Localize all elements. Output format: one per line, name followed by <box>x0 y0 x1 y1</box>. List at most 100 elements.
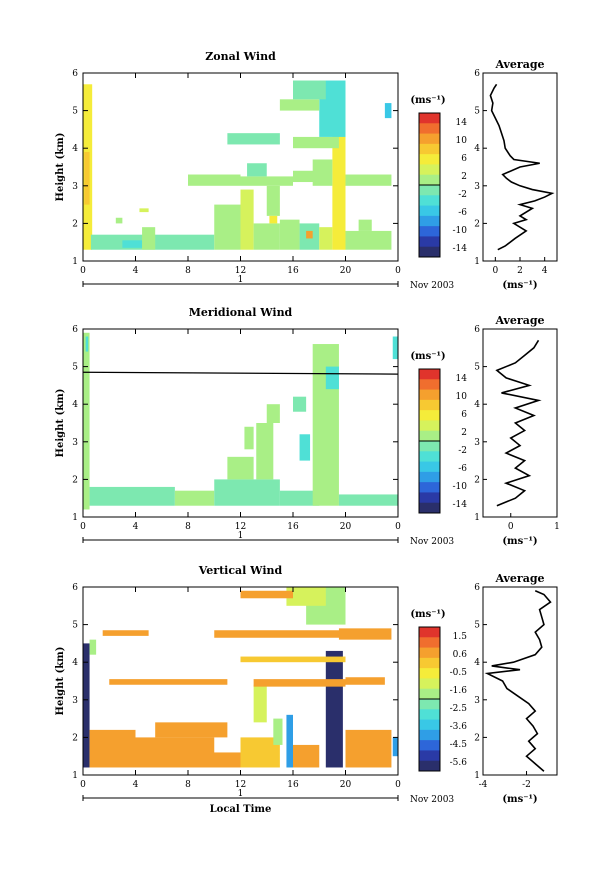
heatmap-cell <box>286 587 326 606</box>
heatmap-cell <box>115 217 123 224</box>
heatmap-cell <box>96 737 215 757</box>
profile-y-tick-label: 2 <box>474 733 480 743</box>
profile-y-tick-label: 5 <box>474 621 480 631</box>
colorbar-swatch <box>419 729 440 741</box>
profile-y-tick-label: 1 <box>474 257 480 267</box>
heatmap-cell <box>247 163 267 177</box>
heatmap-cell <box>273 718 283 745</box>
colorbar-tick-label: -14 <box>453 244 468 254</box>
heatmap-cell <box>293 136 339 149</box>
colorbar-swatch <box>419 637 440 649</box>
y-tick-label: 6 <box>72 69 78 79</box>
profile-line <box>489 83 555 251</box>
heatmap-cell <box>286 714 293 768</box>
date-label: 1 <box>238 531 244 541</box>
colorbar-tick-label: 1.5 <box>453 632 468 642</box>
x-axis-label: Local Time <box>210 804 272 815</box>
colorbar-tick-label: -2.5 <box>450 704 468 714</box>
heatmap-cell <box>227 133 280 145</box>
contour-line <box>82 371 399 375</box>
profile-y-tick-label: 5 <box>474 363 480 373</box>
chart-title: Vertical Wind <box>198 564 283 577</box>
colorbar-tick-label: 0.6 <box>453 650 468 660</box>
colorbar-swatch <box>419 185 440 196</box>
colorbar-swatch <box>419 657 440 669</box>
y-tick-label: 1 <box>72 513 78 523</box>
heatmap-cell <box>293 80 326 100</box>
colorbar-swatch <box>419 502 440 514</box>
x-tick-label: 12 <box>235 266 246 276</box>
heatmap-cell <box>122 240 143 248</box>
colorbar-tick-label: 2 <box>461 428 467 438</box>
x-tick-label: 0 <box>395 522 401 532</box>
x-tick-label: 8 <box>185 266 191 276</box>
colorbar-tick-label: 14 <box>456 374 468 384</box>
heatmap-cell <box>253 223 280 250</box>
colorbar-swatch <box>419 123 440 135</box>
y-tick-label: 6 <box>72 325 78 335</box>
colorbar-swatch <box>419 647 440 659</box>
colorbar-swatch <box>419 154 440 165</box>
y-tick-label: 4 <box>72 400 78 410</box>
profile-x-axis-label: (ms⁻¹) <box>502 794 537 805</box>
colorbar-unit: (ms⁻¹) <box>410 609 445 620</box>
heatmap-cell <box>102 630 149 636</box>
y-tick-label: 5 <box>72 107 78 117</box>
colorbar-swatch <box>419 699 440 710</box>
heatmap-cell <box>83 643 90 768</box>
colorbar-swatch <box>419 441 440 452</box>
colorbar-swatch <box>419 174 440 186</box>
y-tick-label: 2 <box>72 475 78 485</box>
y-tick-label: 4 <box>72 658 78 668</box>
x-tick-label: 0 <box>395 780 401 790</box>
heatmap-cell <box>345 677 385 685</box>
heatmap-cell <box>279 490 320 506</box>
date-label: 1 <box>238 275 244 285</box>
x-tick-label: 12 <box>235 780 246 790</box>
profile-x-axis-label: (ms⁻¹) <box>502 280 537 291</box>
profile-line <box>484 590 552 772</box>
colorbar-swatch <box>419 205 440 217</box>
colorbar-swatch <box>419 678 440 690</box>
heatmap-cells <box>83 587 398 768</box>
colorbar-swatch <box>419 133 440 145</box>
profile-y-tick-label: 5 <box>474 107 480 117</box>
heatmap-cell <box>83 332 90 510</box>
heatmap-cell <box>240 656 346 663</box>
y-tick-label: 1 <box>72 257 78 267</box>
colorbar-tick-label: 10 <box>456 136 468 146</box>
colorbar-tick-label: 10 <box>456 392 468 402</box>
heatmap-cell <box>312 159 333 186</box>
x-tick-label: 20 <box>340 780 352 790</box>
heatmap-cell <box>214 479 280 506</box>
colorbar-tick-label: -0.5 <box>450 668 468 678</box>
x-tick-label: 16 <box>287 780 299 790</box>
heatmap-cell <box>253 679 346 687</box>
colorbar-tick-label: -2 <box>458 446 467 456</box>
heatmap-cell <box>85 336 89 352</box>
y-tick-label: 2 <box>72 733 78 743</box>
colorbar-swatch <box>419 399 440 411</box>
x-tick-label: 12 <box>235 522 246 532</box>
heatmap-cell <box>214 204 241 250</box>
profile-x-tick-label: 0 <box>492 266 498 276</box>
colorbar-swatch <box>419 246 440 258</box>
heatmap-cell <box>338 494 398 506</box>
colorbar-tick-label: -1.6 <box>450 686 468 696</box>
colorbar-swatch <box>419 719 440 731</box>
chart-title: Zonal Wind <box>205 50 276 63</box>
colorbar-swatch <box>419 226 440 237</box>
chart-title: Meridional Wind <box>189 306 293 319</box>
profile-y-tick-label: 3 <box>474 696 480 706</box>
profile-y-tick-label: 4 <box>474 144 480 154</box>
x-tick-label: 8 <box>185 522 191 532</box>
colorbar-swatch <box>419 164 440 176</box>
colorbar-tick-label: 6 <box>461 154 467 164</box>
profile-y-tick-label: 2 <box>474 475 480 485</box>
profile-title: Average <box>494 58 544 71</box>
colorbar-tick-label: -2 <box>458 190 467 200</box>
colorbar-swatch <box>419 389 440 401</box>
profile-x-tick-label: 0 <box>508 522 514 532</box>
